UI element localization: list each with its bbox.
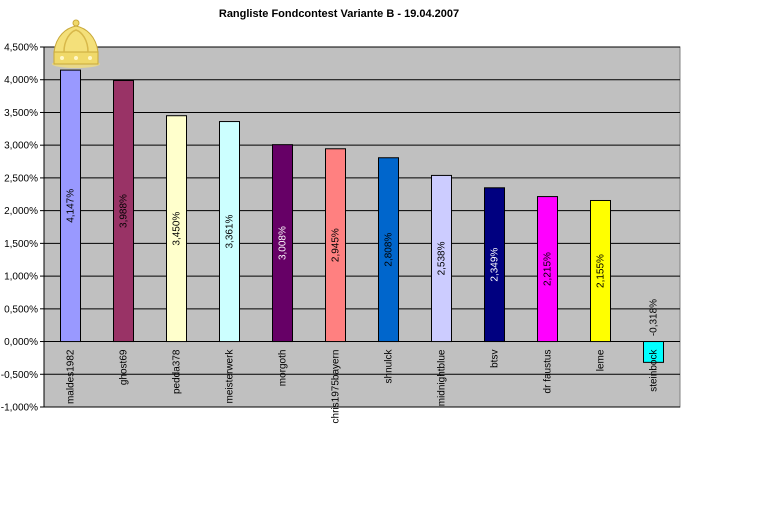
category-label: pedda378 [172, 349, 183, 394]
value-label: -0,318% [649, 299, 660, 336]
value-label: 3,988% [119, 194, 130, 228]
bars [60, 69, 664, 363]
y-tick-label: 4,000% [4, 75, 38, 86]
plot-area [43, 46, 681, 408]
y-tick-label: 2,000% [4, 206, 38, 217]
bar [484, 187, 505, 343]
y-axis: -1,000% -0,500% 0,000% 0,500% 1,000% 1,500% 2,… [1, 43, 45, 414]
bar [219, 121, 240, 343]
value-label: 3,008% [278, 226, 289, 260]
bar [431, 174, 452, 343]
y-tick-label: 0,500% [4, 304, 38, 315]
bar [590, 199, 611, 343]
gridlines [44, 46, 680, 408]
y-tick-label: 2,500% [4, 173, 38, 184]
value-label: 2,808% [384, 233, 395, 267]
y-tick-label: -1,000% [1, 403, 38, 414]
bar [643, 341, 664, 363]
bar [60, 69, 81, 343]
y-tick-label: 4,500% [4, 43, 38, 54]
y-tick-label: 0,000% [4, 337, 38, 348]
value-label: 2,945% [331, 228, 342, 262]
bar [537, 196, 558, 343]
bar [325, 148, 346, 343]
category-label: morgoth [278, 350, 289, 387]
crown-icon [52, 19, 100, 68]
category-label: leme [596, 349, 607, 371]
category-label: chris1975bayern [331, 350, 342, 424]
category-label: ghost69 [119, 349, 130, 385]
y-tick-label: 3,500% [4, 108, 38, 119]
y-tick-label: -0,500% [1, 370, 38, 381]
value-label: 2,538% [437, 241, 448, 275]
value-labels: 4,147% 3,988% 3,450% 3,361% 3,008% 2,945% 2,80… [66, 189, 660, 336]
category-label: midnightblue [437, 349, 448, 406]
value-label: 2,349% [490, 248, 501, 282]
y-tick-label: 1,000% [4, 272, 38, 283]
y-tick-label: 1,500% [4, 239, 38, 250]
category-label: steinbock [649, 349, 660, 392]
value-label: 3,361% [225, 214, 236, 248]
bar [166, 115, 187, 343]
category-label: btsv [490, 350, 501, 368]
value-label: 2,215% [543, 252, 554, 286]
bar [272, 144, 293, 343]
category-label: shnulck [384, 349, 395, 384]
bar [113, 80, 134, 343]
value-label: 4,147% [66, 189, 77, 223]
y-tick-label: 3,000% [4, 141, 38, 152]
bar [378, 157, 399, 343]
category-label: dr faustus [543, 350, 554, 394]
category-labels: maldes1982 ghost69 pedda378 meisterwerk morg… [66, 349, 660, 424]
value-label: 3,450% [172, 212, 183, 246]
category-label: maldes1982 [66, 349, 77, 404]
chart-title: Rangliste Fondcontest Variante B - 19.04… [219, 8, 459, 20]
value-label: 2,155% [596, 254, 607, 288]
category-label: meisterwerk [225, 349, 236, 404]
